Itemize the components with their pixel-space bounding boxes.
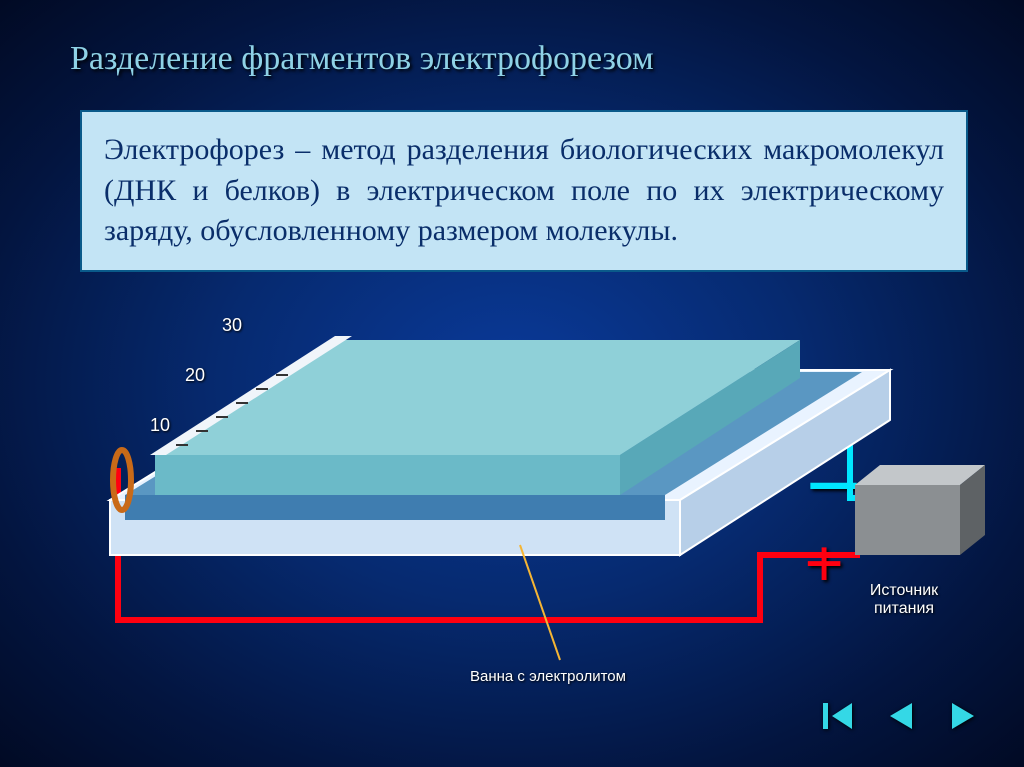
gel-front bbox=[155, 455, 620, 495]
slide: Разделение фрагментов электрофорезом Эле… bbox=[0, 0, 1024, 767]
power-box-front bbox=[855, 485, 960, 555]
skip-back-icon bbox=[820, 697, 858, 735]
definition-box: Электрофорез – метод разделения биологич… bbox=[80, 110, 968, 272]
nav-next-button[interactable] bbox=[942, 695, 984, 737]
nav-controls bbox=[818, 695, 984, 737]
nav-first-button[interactable] bbox=[818, 695, 860, 737]
nav-prev-button[interactable] bbox=[880, 695, 922, 737]
bath-leader bbox=[520, 545, 560, 660]
next-icon bbox=[944, 697, 982, 735]
prev-icon bbox=[882, 697, 920, 735]
buffer-front bbox=[125, 495, 665, 520]
